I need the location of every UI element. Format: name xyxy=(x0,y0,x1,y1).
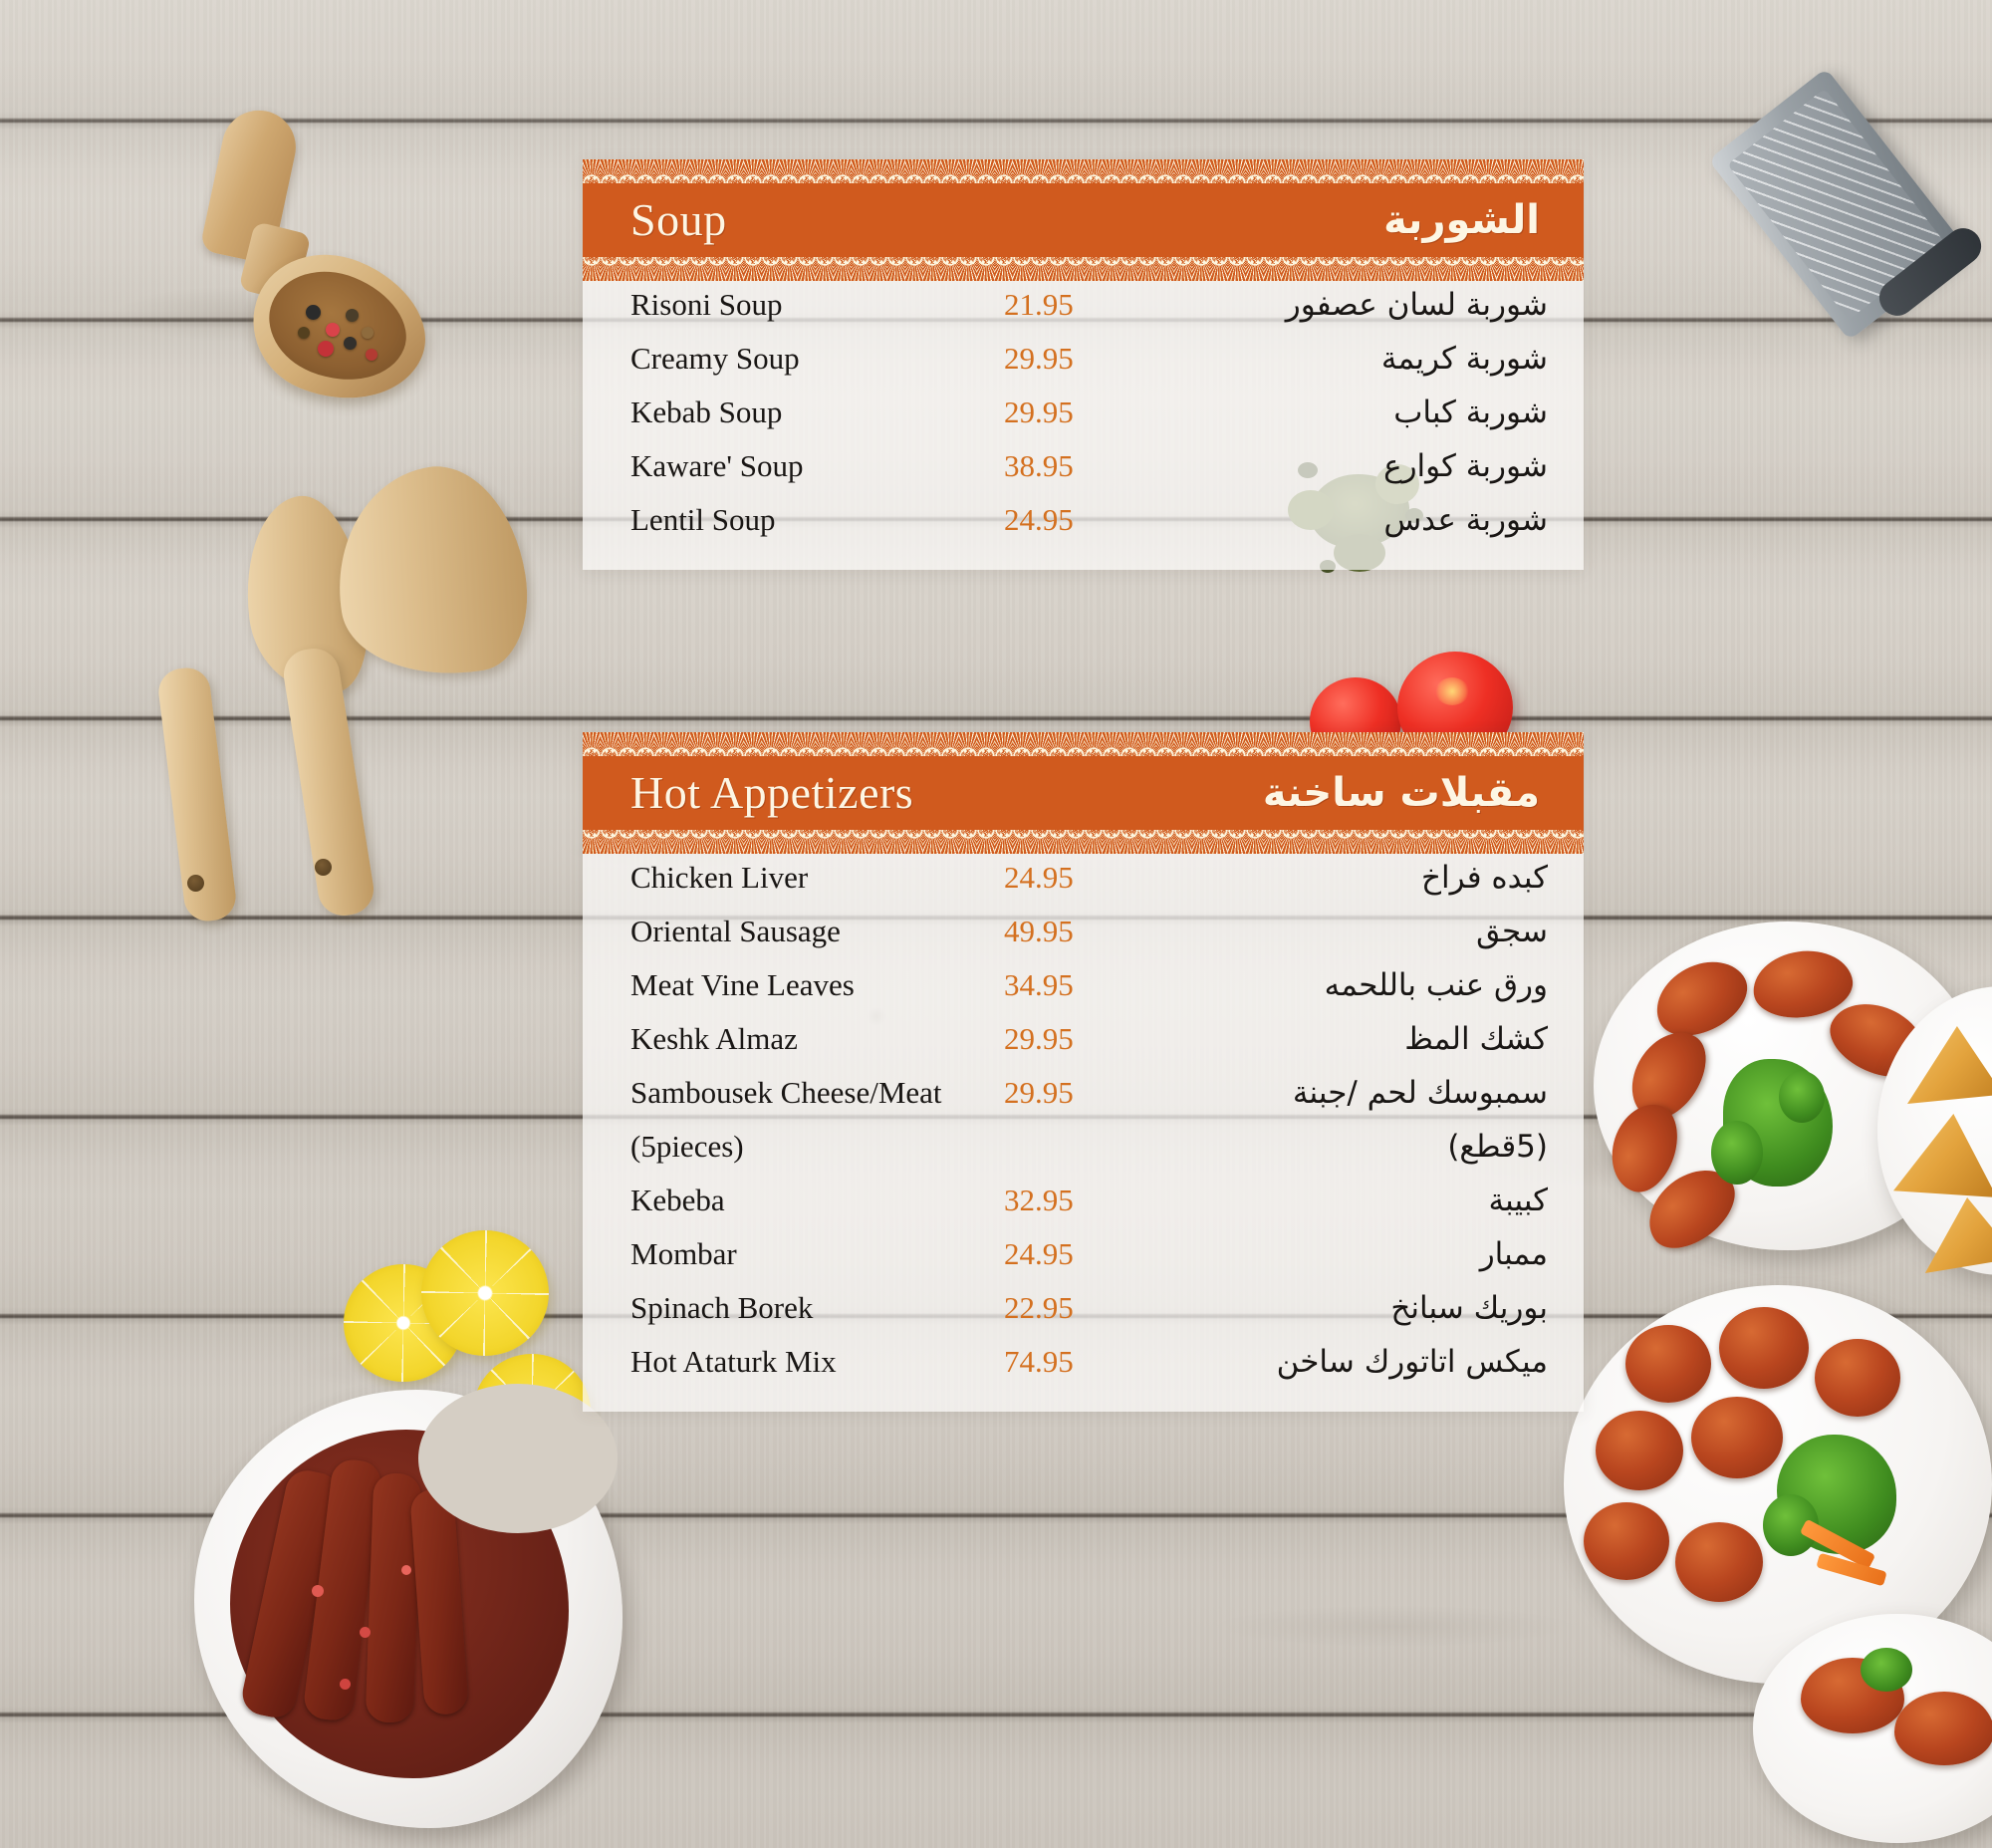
menu-items-soup: Risoni Soup 21.95 شوربة لسان عصفور Cream… xyxy=(583,281,1584,570)
item-name-en: Risoni Soup xyxy=(630,287,783,322)
item-name-ar: كبده فراخ xyxy=(1420,860,1548,896)
item-name-ar: ورق عنب باللحمه xyxy=(1324,967,1548,1003)
ornament-top-soup xyxy=(583,159,1584,183)
item-price: 24.95 xyxy=(1004,1236,1074,1271)
item-name-ar: شوربة لسان عصفور xyxy=(1285,287,1548,323)
item-name-en: Oriental Sausage xyxy=(630,914,841,948)
item-name-en: Creamy Soup xyxy=(630,341,800,376)
item-name-en: Kebeba xyxy=(630,1183,725,1217)
menu-item-row[interactable]: Mombar 24.95 ممبار xyxy=(583,1236,1584,1290)
menu-section-hot-appetizers: Hot Appetizers مقبلات ساخنة Chicken Live… xyxy=(583,732,1584,1412)
menu-item-row[interactable]: Kebab Soup 29.95 شوربة كباب xyxy=(583,395,1584,448)
item-price: 24.95 xyxy=(1004,502,1074,537)
menu-item-row[interactable]: Chicken Liver 24.95 كبده فراخ xyxy=(583,860,1584,914)
section-title-ar-appetizers: مقبلات ساخنة xyxy=(1262,770,1540,816)
item-price: 21.95 xyxy=(1004,287,1074,322)
menu-item-row[interactable]: Kaware' Soup 38.95 شوربة كوارع xyxy=(583,448,1584,502)
menu-section-soup: Soup الشوربة Risoni Soup 21.95 شوربة لسا… xyxy=(583,159,1584,570)
section-title-ar-soup: الشوربة xyxy=(1383,197,1540,243)
item-name-ar: شوربة كباب xyxy=(1393,395,1548,430)
item-price: 49.95 xyxy=(1004,914,1074,948)
item-price: 24.95 xyxy=(1004,860,1074,895)
item-name-ar: شوربة كوارع xyxy=(1383,448,1548,484)
menu-item-row[interactable]: Oriental Sausage 49.95 سجق xyxy=(583,914,1584,967)
item-name-ar: ميكس اتاتورك ساخن xyxy=(1276,1344,1548,1380)
item-price: 29.95 xyxy=(1004,341,1074,376)
item-price: 29.95 xyxy=(1004,395,1074,429)
menu-item-row[interactable]: Meat Vine Leaves 34.95 ورق عنب باللحمه xyxy=(583,967,1584,1021)
item-price: 34.95 xyxy=(1004,967,1074,1002)
item-price: 74.95 xyxy=(1004,1344,1074,1379)
item-name-en: Meat Vine Leaves xyxy=(630,967,855,1002)
item-price: 29.95 xyxy=(1004,1021,1074,1056)
item-name-ar: كشك المظ xyxy=(1404,1021,1548,1057)
section-header-appetizers: Hot Appetizers مقبلات ساخنة xyxy=(583,756,1584,830)
item-name-ar: سجق xyxy=(1476,914,1548,949)
item-name-en: Kebab Soup xyxy=(630,395,783,429)
ornament-bottom-soup xyxy=(583,257,1584,281)
menu-item-row[interactable]: Kebeba 32.95 كبيبة xyxy=(583,1183,1584,1236)
menu-item-row[interactable]: Keshk Almaz 29.95 كشك المظ xyxy=(583,1021,1584,1075)
item-name-ar: شوربة كريمة xyxy=(1380,341,1548,377)
menu-item-row[interactable]: Sambousek Cheese/Meat 29.95 سمبوسك لحم /… xyxy=(583,1075,1584,1129)
section-header-soup: Soup الشوربة xyxy=(583,183,1584,257)
item-name-ar: سمبوسك لحم /جبنة xyxy=(1292,1075,1548,1111)
item-price: 38.95 xyxy=(1004,448,1074,483)
item-name-ar: ممبار xyxy=(1479,1236,1548,1272)
item-name-en: Sambousek Cheese/Meat xyxy=(630,1075,942,1110)
item-name-en: Hot Ataturk Mix xyxy=(630,1344,837,1379)
item-price: 32.95 xyxy=(1004,1183,1074,1217)
menu-item-row[interactable]: Creamy Soup 29.95 شوربة كريمة xyxy=(583,341,1584,395)
item-price: 22.95 xyxy=(1004,1290,1074,1325)
menu-item-row[interactable]: Hot Ataturk Mix 74.95 ميكس اتاتورك ساخن xyxy=(583,1344,1584,1398)
item-name-en: (5pieces) xyxy=(630,1129,744,1164)
ornament-bottom-appetizers xyxy=(583,830,1584,854)
item-name-en: Lentil Soup xyxy=(630,502,776,537)
menu-item-row[interactable]: Lentil Soup 24.95 شوربة عدس xyxy=(583,502,1584,556)
menu-item-row-continuation[interactable]: (5pieces) (5قطع) xyxy=(583,1129,1584,1183)
item-name-en: Spinach Borek xyxy=(630,1290,814,1325)
item-name-ar: (5قطع) xyxy=(1447,1129,1548,1165)
item-name-en: Kaware' Soup xyxy=(630,448,804,483)
menu-items-appetizers: Chicken Liver 24.95 كبده فراخ Oriental S… xyxy=(583,854,1584,1412)
item-name-en: Mombar xyxy=(630,1236,737,1271)
menu-item-row[interactable]: Spinach Borek 22.95 بوريك سبانخ xyxy=(583,1290,1584,1344)
item-name-ar: شوربة عدس xyxy=(1383,502,1548,538)
section-title-en-soup: Soup xyxy=(630,194,727,245)
ornament-top-appetizers xyxy=(583,732,1584,756)
section-title-en-appetizers: Hot Appetizers xyxy=(630,767,914,818)
item-name-en: Chicken Liver xyxy=(630,860,809,895)
item-price: 29.95 xyxy=(1004,1075,1074,1110)
item-name-ar: بوريك سبانخ xyxy=(1390,1290,1548,1326)
item-name-ar: كبيبة xyxy=(1488,1183,1548,1218)
item-name-en: Keshk Almaz xyxy=(630,1021,798,1056)
menu-item-row[interactable]: Risoni Soup 21.95 شوربة لسان عصفور xyxy=(583,287,1584,341)
